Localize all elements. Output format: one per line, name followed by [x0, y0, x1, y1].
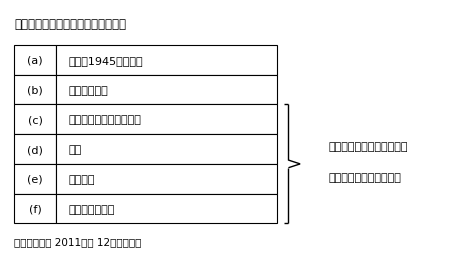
Bar	[14, 135, 56, 164]
Bar	[56, 135, 277, 164]
Text: (f): (f)	[29, 204, 42, 214]
Bar	[56, 46, 277, 75]
Bar	[14, 75, 56, 105]
Text: (a): (a)	[27, 56, 43, 66]
Text: 憲法（1945年制定）: 憲法（1945年制定）	[68, 56, 143, 66]
Text: (d): (d)	[27, 145, 43, 154]
Text: 図表１：インドネシアの法令の序列: 図表１：インドネシアの法令の序列	[14, 18, 126, 30]
Bar	[56, 105, 277, 135]
Text: る「規定」が策定される: る「規定」が策定される	[328, 172, 401, 182]
Bar	[14, 194, 56, 224]
Text: 必要に応じて施行規則であ: 必要に応じて施行規則であ	[328, 141, 408, 151]
Text: 国民協議会令: 国民協議会令	[68, 85, 108, 95]
Text: (c): (c)	[28, 115, 43, 125]
Bar	[14, 46, 56, 75]
Text: 出所：「法律 2011年第 12号」第７条: 出所：「法律 2011年第 12号」第７条	[14, 236, 142, 246]
Text: 法律・法律に準ずる政令: 法律・法律に準ずる政令	[68, 115, 141, 125]
Bar	[14, 164, 56, 194]
Bar	[14, 105, 56, 135]
Text: 大統領令: 大統領令	[68, 174, 95, 184]
Text: (e): (e)	[27, 174, 43, 184]
Bar	[56, 75, 277, 105]
Bar	[56, 194, 277, 224]
Text: 政令: 政令	[68, 145, 81, 154]
Text: (b): (b)	[27, 85, 43, 95]
Text: 地方自治体令等: 地方自治体令等	[68, 204, 114, 214]
Bar	[56, 164, 277, 194]
